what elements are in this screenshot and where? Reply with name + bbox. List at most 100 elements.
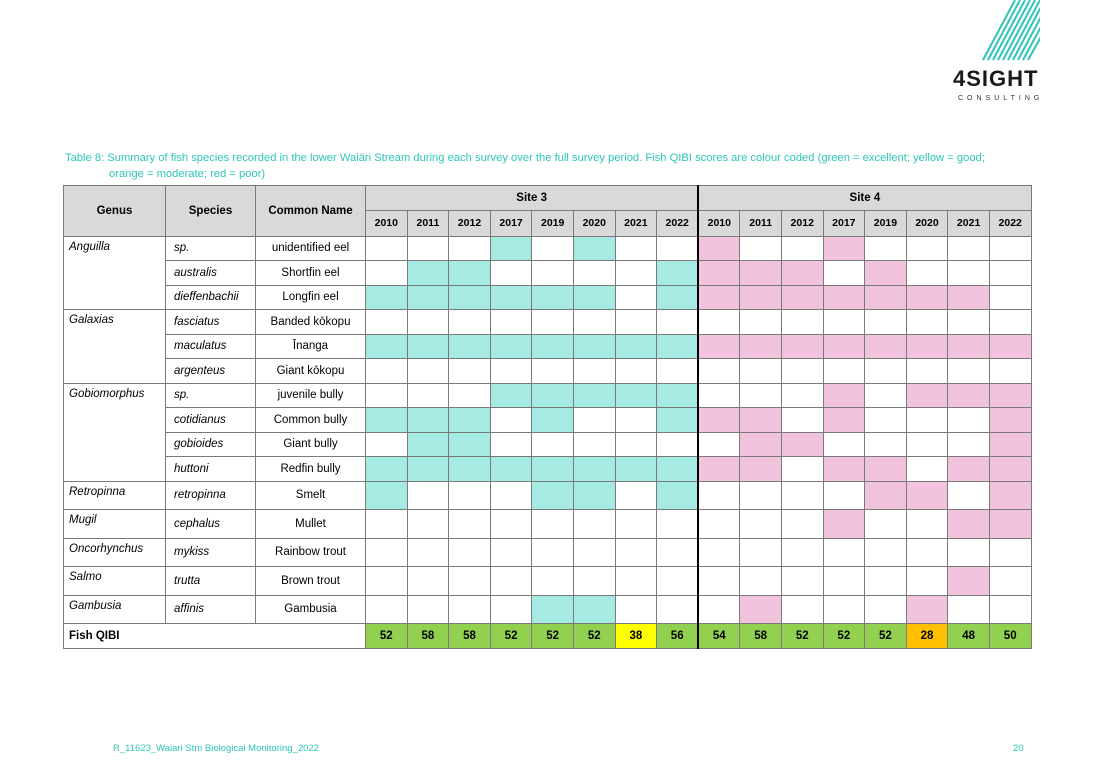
presence-cell-site4 (988, 431, 1032, 457)
absence-cell-site4 (822, 358, 866, 384)
presence-cell-site3 (531, 333, 574, 359)
table-row: australis Shortfin eel (64, 260, 1032, 286)
presence-cell-site4 (739, 594, 782, 624)
table-row: cotidianus Common bully (64, 407, 1032, 433)
table-row: Mugil cephalus Mullet (63, 509, 1032, 539)
absence-cell-site3 (572, 537, 616, 567)
absence-cell-site4 (780, 594, 824, 624)
absence-cell-site4 (780, 407, 824, 433)
absence-cell-site3 (448, 566, 491, 596)
absence-cell-site4 (822, 480, 866, 510)
absence-cell-site4 (864, 407, 907, 433)
table-row: Anguilla sp. unidentified eel (63, 235, 1032, 310)
qibi-row: Fish QIBI 52 58 58 52 52 52 38 56 54 58 52 52 52 28 48 5… (63, 623, 1032, 649)
header-species: Species (165, 185, 256, 237)
absence-cell-site3 (448, 235, 491, 261)
absence-cell-site3 (614, 407, 658, 433)
table-row: Salmo trutta Brown trout (63, 566, 1032, 596)
presence-cell-site4 (697, 284, 741, 310)
presence-cell-site3 (614, 333, 658, 359)
absence-cell-site3 (614, 235, 658, 261)
absence-cell-site3 (406, 594, 450, 624)
qibi-score-site3: 56 (656, 623, 699, 649)
absence-cell-site4 (739, 480, 782, 510)
presence-cell-site3 (406, 431, 450, 457)
presence-cell-site4 (905, 480, 949, 510)
species-cell: sp. (165, 382, 256, 408)
species-cell: fasciatus (165, 309, 256, 335)
presence-cell-site3 (365, 407, 408, 433)
absence-cell-site3 (406, 537, 450, 567)
presence-cell-site3 (572, 480, 616, 510)
absence-cell-site3 (656, 358, 699, 384)
absence-cell-site4 (697, 537, 741, 567)
presence-cell-site4 (947, 456, 990, 482)
presence-cell-site3 (656, 260, 699, 286)
absence-cell-site3 (656, 594, 699, 624)
genus-cell: Salmo (63, 566, 166, 596)
year-header-site4: 2012 (780, 209, 824, 237)
common-cell: Īnanga (255, 333, 366, 359)
absence-cell-site3 (614, 480, 658, 510)
absence-cell-site4 (947, 235, 990, 261)
absence-cell-site4 (780, 456, 824, 482)
absence-cell-site4 (697, 382, 741, 408)
presence-cell-site3 (656, 407, 699, 433)
presence-cell-site4 (988, 509, 1032, 539)
absence-cell-site4 (905, 309, 949, 335)
qibi-score-site4: 58 (739, 623, 782, 649)
absence-cell-site4 (988, 260, 1032, 286)
presence-cell-site4 (905, 333, 949, 359)
absence-cell-site3 (365, 509, 408, 539)
absence-cell-site3 (448, 480, 491, 510)
absence-cell-site4 (739, 509, 782, 539)
fish-species-table: Genus Species Common Name Site 3 Site 4 … (63, 185, 1032, 649)
absence-cell-site4 (780, 309, 824, 335)
common-cell: juvenile bully (255, 382, 366, 408)
presence-cell-site4 (780, 333, 824, 359)
absence-cell-site3 (406, 235, 450, 261)
absence-cell-site3 (448, 537, 491, 567)
absence-cell-site4 (697, 594, 741, 624)
logo-name: 4SIGHT (953, 66, 1039, 91)
presence-cell-site4 (780, 260, 824, 286)
absence-cell-site3 (365, 537, 408, 567)
year-header-site4: 2010 (697, 209, 741, 237)
presence-cell-site4 (905, 594, 949, 624)
species-cell: affinis (165, 594, 256, 624)
table-row: Gobiomorphus sp. juvenile bully (63, 382, 1032, 482)
absence-cell-site3 (572, 566, 616, 596)
presence-cell-site3 (365, 284, 408, 310)
genus-cell: Oncorhynchus (63, 537, 166, 567)
presence-cell-site3 (365, 333, 408, 359)
table-row: Galaxias fasciatus Banded kōkopu (63, 309, 1032, 384)
absence-cell-site3 (572, 509, 616, 539)
absence-cell-site4 (697, 509, 741, 539)
species-cell: trutta (165, 566, 256, 596)
absence-cell-site3 (489, 309, 533, 335)
absence-cell-site3 (489, 537, 533, 567)
species-cell: gobioides (165, 431, 256, 457)
presence-cell-site3 (531, 382, 574, 408)
company-logo-icon (982, 0, 1040, 61)
absence-cell-site4 (780, 566, 824, 596)
presence-cell-site3 (572, 284, 616, 310)
absence-cell-site3 (489, 407, 533, 433)
absence-cell-site4 (780, 509, 824, 539)
absence-cell-site4 (988, 537, 1032, 567)
absence-cell-site3 (406, 509, 450, 539)
table-row: huttoni Redfin bully (64, 456, 1032, 482)
common-cell: Giant bully (255, 431, 366, 457)
common-cell: Mullet (255, 509, 366, 539)
absence-cell-site3 (365, 235, 408, 261)
presence-cell-site3 (531, 456, 574, 482)
species-cell: sp. (165, 235, 256, 261)
genus-cell: Gambusia (63, 594, 166, 624)
presence-cell-site4 (780, 431, 824, 457)
absence-cell-site4 (947, 358, 990, 384)
caption-line-1: Table 8: Summary of fish species recorde… (65, 152, 985, 164)
presence-cell-site4 (739, 260, 782, 286)
absence-cell-site4 (947, 537, 990, 567)
common-cell: Giant kōkopu (255, 358, 366, 384)
absence-cell-site4 (905, 456, 949, 482)
